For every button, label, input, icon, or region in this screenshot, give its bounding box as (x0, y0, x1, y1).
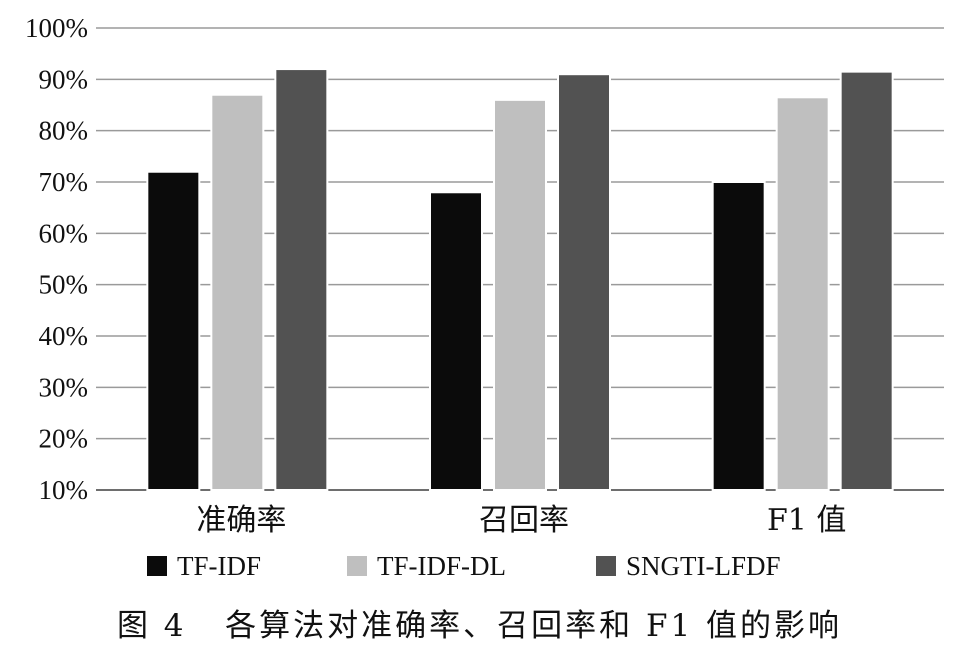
x-category-label: 召回率 (479, 503, 569, 538)
bar-tf-idf (711, 181, 766, 491)
legend: TF-IDF TF-IDF-DL SNGTI-LFDF (147, 551, 781, 581)
y-tick-label: 20% (39, 424, 89, 454)
bar-sngti-lfdf (557, 73, 611, 491)
legend-label: TF-IDF (177, 551, 261, 581)
legend-swatch (347, 556, 367, 576)
y-tick-label: 30% (39, 372, 89, 402)
legend-label: SNGTI-LFDF (626, 551, 781, 581)
legend-label: TF-IDF-DL (377, 551, 506, 581)
bars (146, 68, 894, 492)
y-tick-label: 90% (39, 64, 89, 94)
y-tick-label: 50% (39, 270, 89, 300)
bar-sngti-lfdf (839, 70, 894, 491)
bar-tf-idf-dl (210, 93, 265, 491)
y-tick-label: 40% (39, 321, 89, 351)
bar-tf-idf (146, 170, 201, 491)
y-tick-label: 100% (25, 13, 88, 43)
bar-tf-idf-dl (775, 96, 830, 492)
y-axis-ticks: 10% 20% 30% 40% 50% 60% 70% 80% 90% 100% (25, 13, 88, 505)
bar-tf-idf-dl (493, 98, 547, 491)
y-tick-label: 80% (39, 116, 89, 146)
x-category-label: 准确率 (196, 503, 286, 538)
figure-caption: 图 4 各算法对准确率、召回率和 F1 值的影响 (116, 608, 843, 644)
x-category-label: F1 值 (767, 503, 846, 538)
legend-swatch (596, 556, 616, 576)
y-tick-label: 10% (39, 475, 89, 505)
x-axis-categories: 准确率 召回率 F1 值 (196, 503, 846, 538)
bar-sngti-lfdf (274, 68, 329, 491)
y-tick-label: 60% (39, 218, 89, 248)
bar-tf-idf (429, 191, 483, 491)
legend-swatch (147, 556, 167, 576)
y-tick-label: 70% (39, 167, 89, 197)
bar-chart: 10% 20% 30% 40% 50% 60% 70% 80% 90% 100% 准确率 召回率 F1… (25, 13, 944, 581)
